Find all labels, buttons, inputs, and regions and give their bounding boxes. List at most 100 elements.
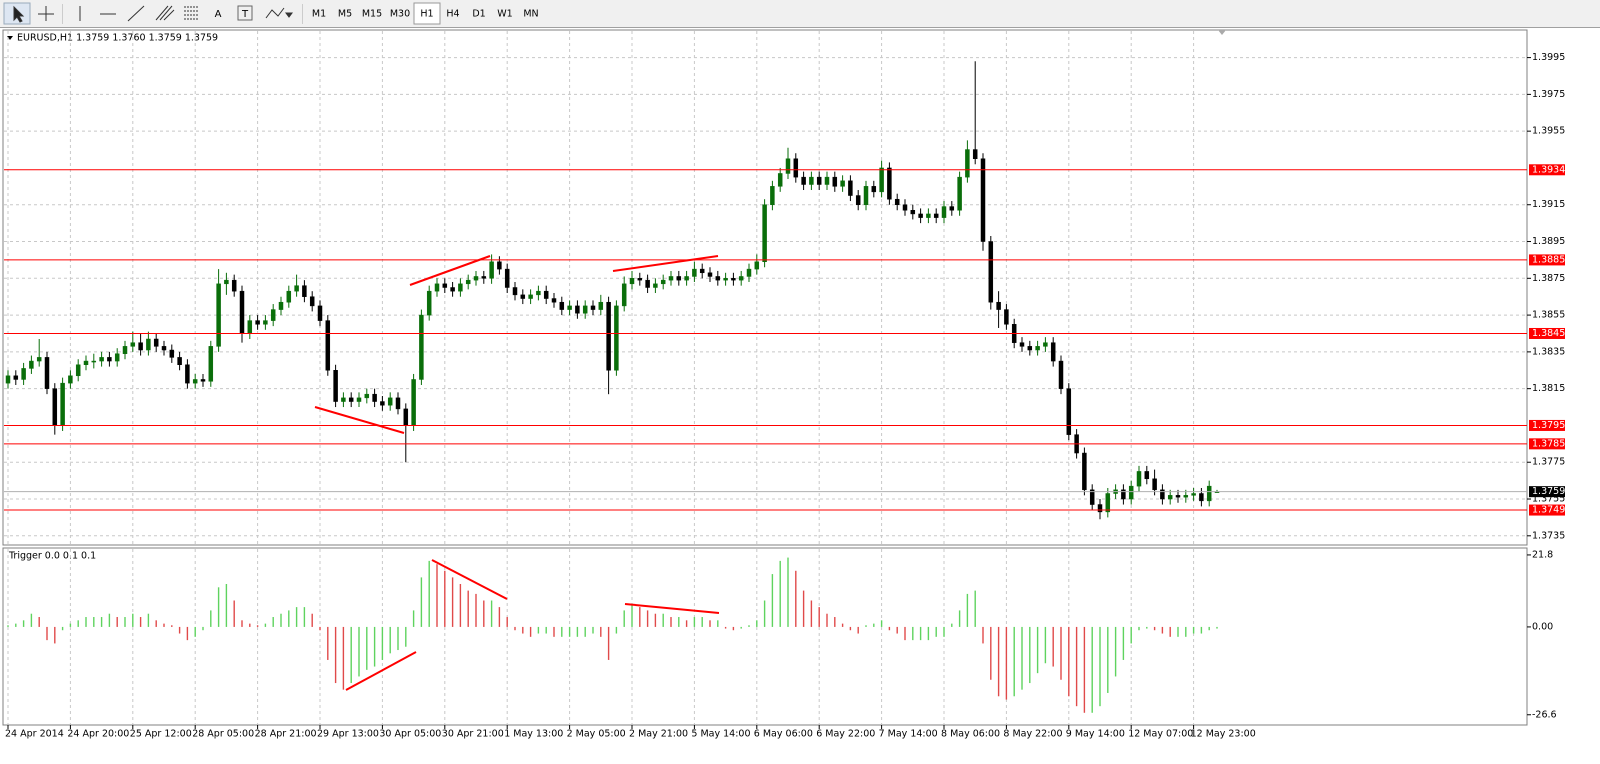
label-icon[interactable] (237, 5, 253, 21)
x-tick-label: 25 Apr 12:00 (130, 729, 192, 740)
candle-body (75, 364, 81, 377)
level-label-box (1529, 164, 1565, 176)
x-tick-label: 7 May 14:00 (879, 729, 938, 740)
candle-body (309, 296, 315, 307)
histogram-bar (217, 587, 220, 627)
candle-body (676, 276, 682, 281)
candle-body (1121, 489, 1126, 500)
histogram-bar (498, 607, 501, 627)
histogram-bar (311, 613, 313, 627)
histogram-bar (685, 620, 688, 627)
histogram-bar (771, 574, 774, 627)
level-label: 1.3749 (1532, 505, 1565, 516)
cursor-icon (13, 5, 25, 23)
fibo-icon[interactable] (184, 6, 198, 20)
histogram-bar (256, 625, 259, 627)
histogram-bar (631, 603, 633, 627)
arrows-icon[interactable] (265, 7, 285, 19)
timeframe-button[interactable]: MN (523, 9, 538, 20)
candle-body (364, 393, 370, 399)
timeframe-active[interactable] (413, 2, 441, 25)
histogram-bar (568, 626, 571, 637)
candle-body (83, 360, 89, 366)
histogram-bar (77, 620, 79, 627)
candle-body (1066, 388, 1072, 435)
candle-body (325, 320, 331, 371)
candle-body (1035, 346, 1040, 351)
candle-body (224, 279, 229, 285)
histogram-bar (958, 610, 961, 627)
histogram-bar (678, 617, 680, 627)
candle-body (286, 290, 292, 303)
tool-label[interactable]: A (215, 9, 222, 20)
histogram-bar (54, 626, 56, 644)
histogram-bar (880, 620, 883, 627)
histogram-bar (22, 620, 25, 627)
histogram-bar (202, 626, 204, 631)
trendline (612, 255, 719, 272)
timeframe-button[interactable]: M15 (362, 9, 382, 20)
crosshair-icon[interactable] (38, 6, 54, 21)
trendline-icon[interactable] (127, 5, 145, 22)
histogram-bar (132, 613, 134, 627)
histogram-bar (100, 617, 103, 627)
timeframe-button[interactable]: M5 (338, 9, 352, 20)
candle-body (192, 379, 198, 384)
shift-marker (1218, 30, 1226, 35)
timeframe-button[interactable]: D1 (472, 9, 485, 20)
candle-body (419, 314, 424, 380)
candle-body (606, 301, 611, 371)
histogram-bar (15, 623, 17, 627)
candle-body (1167, 495, 1173, 500)
candle-body (372, 393, 377, 402)
candle-body (645, 279, 650, 288)
timeframe-button[interactable]: M30 (390, 9, 410, 20)
x-tick-label: 6 May 06:00 (754, 729, 813, 740)
tool-label[interactable]: T (241, 9, 249, 20)
histogram-bar (951, 623, 953, 627)
histogram-bar (584, 626, 586, 637)
timeframe-button[interactable]: W1 (497, 9, 512, 20)
candle-body (668, 276, 674, 281)
histogram-bar (787, 557, 789, 627)
histogram-bar (420, 577, 423, 627)
channel-icon[interactable] (155, 5, 175, 21)
candle-body (855, 195, 861, 205)
last-price-label: 1.3759 (1532, 486, 1565, 497)
y-tick-label: 1.3835 (1532, 346, 1565, 357)
histogram-bar (802, 590, 805, 627)
candle-body (1004, 309, 1009, 325)
candle-body (1128, 485, 1134, 500)
candle-body (473, 276, 479, 281)
candle-body (1097, 504, 1103, 513)
candle-body (255, 320, 260, 325)
candle-body (785, 158, 791, 174)
candle-body (1019, 342, 1025, 347)
candle-body (629, 278, 635, 285)
y-tick-label: 1.3775 (1532, 457, 1565, 468)
histogram-bar (1146, 626, 1148, 629)
timeframe-button[interactable]: H1 (420, 9, 433, 20)
level-label-box (1529, 419, 1565, 431)
histogram-bar (405, 626, 407, 647)
histogram-bar (280, 613, 282, 627)
timeframe-button[interactable]: M1 (312, 9, 326, 20)
histogram-bar (475, 593, 477, 627)
candle-body (497, 261, 502, 270)
candle-body (333, 370, 338, 402)
level-label: 1.3885 (1532, 254, 1565, 265)
histogram-bar (857, 626, 859, 634)
timeframe-button[interactable]: H4 (446, 9, 459, 20)
dropdown-icon[interactable] (285, 12, 293, 18)
candle-body (387, 397, 393, 406)
histogram-bar (1177, 626, 1179, 637)
candle-body (395, 397, 401, 410)
histogram-bar (514, 626, 516, 631)
x-tick-label: 30 Apr 05:00 (379, 729, 441, 740)
histogram-bar (436, 564, 438, 627)
histogram-bar (210, 610, 212, 627)
histogram-bar (1091, 626, 1093, 713)
histogram-bar (810, 600, 813, 627)
histogram-bar (295, 607, 298, 627)
level-label: 1.3934 (1532, 164, 1565, 175)
